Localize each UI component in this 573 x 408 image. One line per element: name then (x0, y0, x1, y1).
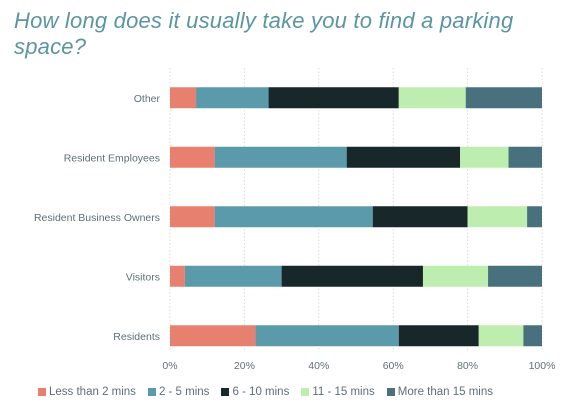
bar-segment (170, 265, 185, 287)
bar-segment (478, 325, 524, 347)
bar-segment (508, 146, 542, 168)
bars (170, 87, 542, 347)
bar-segment (170, 87, 197, 109)
x-tick-label: 100% (529, 360, 556, 372)
legend-item: 6 - 10 mins (221, 386, 289, 398)
category-label: Resident Business Owners (34, 212, 160, 224)
legend-swatch (301, 388, 310, 396)
legend-item: More than 15 mins (386, 386, 494, 398)
legend-label: Less than 2 mins (49, 386, 136, 398)
legend-label: 6 - 10 mins (232, 386, 290, 398)
bar-segment (214, 146, 347, 168)
category-label: Other (134, 93, 161, 105)
legend-label: 11 - 15 mins (312, 386, 375, 398)
bar-segment (268, 87, 399, 109)
bar-segment (488, 265, 542, 287)
bar-segment (398, 87, 466, 109)
x-tick-label: 60% (383, 360, 404, 372)
category-labels: Other Resident Employees Resident Business… (34, 93, 161, 343)
x-tick-label: 40% (308, 360, 329, 372)
legend: Less than 2 mins 2 - 5 mins 6 - 10 mins 11 … (38, 383, 568, 401)
bar-segment (460, 146, 509, 168)
bar-segment (170, 146, 215, 168)
bar-segment (465, 87, 542, 109)
bar-segment (170, 325, 256, 347)
bar-segment (170, 206, 215, 228)
legend-swatch (38, 388, 46, 396)
legend-item: 11 - 15 mins (301, 386, 375, 398)
legend-swatch (221, 388, 230, 396)
legend-item: 2 - 5 mins (147, 386, 210, 398)
x-tick-label: 80% (457, 360, 478, 372)
legend-item: Less than 2 mins (38, 386, 136, 398)
bar-segment (214, 206, 373, 228)
bar-segment (372, 206, 468, 228)
legend-swatch (386, 388, 395, 396)
legend-swatch (147, 388, 156, 396)
legend-label: More than 15 mins (397, 386, 494, 398)
x-tick-label: 20% (234, 360, 255, 372)
bar-segment (196, 87, 269, 109)
category-label: Resident Employees (64, 152, 160, 164)
bar-segment (184, 265, 282, 287)
x-axis-ticks: 0% 20% 40% 60% 80% 100% (162, 360, 555, 372)
bar-segment (398, 325, 479, 347)
bar-segment (523, 325, 542, 347)
category-label: Residents (113, 331, 160, 343)
x-tick-label: 0% (162, 360, 177, 372)
legend-label: 2 - 5 mins (158, 386, 210, 398)
bar-segment (422, 265, 489, 287)
chart-title: How long does it usually take you to fin… (14, 8, 514, 59)
bar-segment (467, 206, 528, 228)
bar-segment (346, 146, 461, 168)
bar-segment (255, 325, 399, 347)
bar-segment (281, 265, 423, 287)
category-label: Visitors (126, 271, 160, 283)
bar-segment (527, 206, 542, 228)
